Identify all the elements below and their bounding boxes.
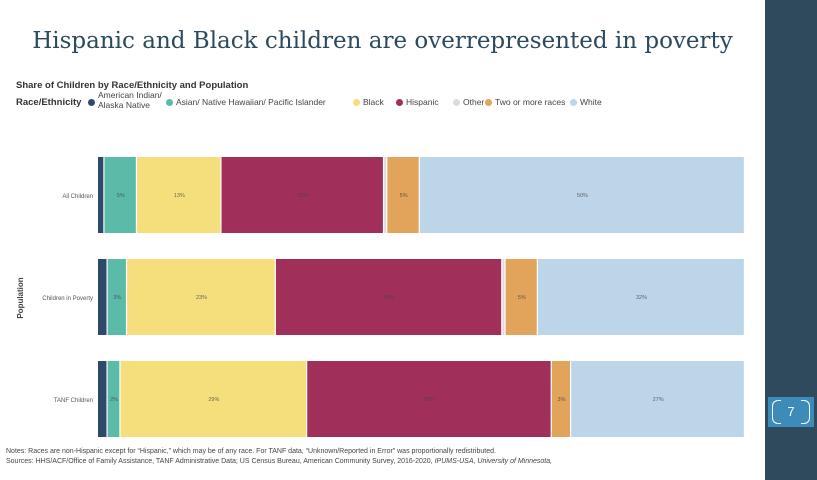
legend-item-two-or-more[interactable]: Two or more races: [485, 97, 565, 107]
bar-all-children-black[interactable]: [137, 157, 221, 233]
bar-children-in-poverty-other[interactable]: [502, 259, 505, 335]
bar-children-in-poverty-asian-native-hawaiian-pacific-islander[interactable]: [107, 259, 126, 335]
bar-tanf-children-black[interactable]: [120, 361, 307, 437]
legend-dot-white: [570, 99, 577, 107]
legend-label-white: White: [580, 97, 602, 107]
slide-title: Hispanic and Black children are overrepr…: [32, 28, 733, 54]
bar-tanf-children-white[interactable]: [571, 361, 744, 437]
legend-label-black: Black: [363, 97, 384, 107]
chart-title: Share of Children by Race/Ethnicity and …: [16, 80, 249, 91]
category-label-children-in-poverty: Children in Poverty: [42, 296, 93, 302]
bar-children-in-poverty-american-indian-alaska-native[interactable]: [98, 259, 107, 335]
legend-item-asian[interactable]: Asian/ Native Hawaiian/ Pacific Islander: [166, 97, 326, 107]
legend-label-other: Other: [463, 97, 485, 107]
notes-text: Notes: Races are non-Hispanic except for…: [6, 448, 496, 455]
bar-children-in-poverty-black[interactable]: [127, 259, 275, 335]
legend-item-black[interactable]: Black: [353, 97, 384, 107]
bar-all-children-other[interactable]: [384, 157, 387, 233]
bracket-left-icon: [772, 400, 781, 424]
data-label-children-in-poverty-asian-native-hawaiian-pacific-islander: 3%: [113, 295, 121, 301]
legend-item-other[interactable]: Other: [453, 97, 484, 107]
legend-label-two-or-more: Two or more races: [495, 97, 566, 107]
bar-all-children-white[interactable]: [419, 157, 744, 233]
legend-dot-hispanic: [396, 99, 403, 107]
bar-tanf-children-hispanic[interactable]: [307, 361, 551, 437]
data-label-children-in-poverty-two-or-more-races: 5%: [518, 295, 526, 301]
bar-all-children-asian-native-hawaiian-pacific-islander[interactable]: [104, 157, 136, 233]
stacked-bar-chart: Population All Children 5% 13% 25% 5% 50% Child…: [16, 157, 744, 437]
category-label-all-children: All Children: [62, 194, 93, 200]
legend-label-american-indian: American Indian/ Alaska Native: [98, 90, 162, 110]
bar-all-children-hispanic[interactable]: [221, 157, 383, 233]
data-label-children-in-poverty-hispanic: 35%: [384, 295, 395, 301]
legend-dot-two-or-more: [485, 99, 492, 107]
slide: Hispanic and Black children are overrepr…: [6, 28, 761, 467]
data-label-all-children-hispanic: 25%: [297, 193, 308, 199]
bar-tanf-children-two-or-more-races[interactable]: [551, 361, 570, 437]
sources-italic: IPUMS-USA, University of Minnesota,: [434, 458, 553, 465]
legend-label-asian: Asian/ Native Hawaiian/ Pacific Islander: [176, 97, 326, 107]
bar-tanf-children-asian-native-hawaiian-pacific-islander[interactable]: [107, 361, 120, 437]
bar-all-children-american-indian-alaska-native[interactable]: [98, 157, 104, 233]
bar-children-in-poverty-white[interactable]: [537, 259, 744, 335]
category-label-tanf-children: TANF Children: [54, 398, 93, 404]
data-label-children-in-poverty-white: 32%: [636, 295, 647, 301]
page-number-badge[interactable]: 7: [768, 397, 814, 427]
data-label-tanf-children-black: 29%: [208, 397, 219, 403]
sources-prefix: Sources: HHS/ACF/Office of Family Assist…: [6, 458, 433, 465]
legend-label-hispanic: Hispanic: [406, 97, 439, 107]
data-label-children-in-poverty-black: 23%: [196, 295, 207, 301]
bar-children-in-poverty-two-or-more-races[interactable]: [505, 259, 537, 335]
legend-dot-other: [453, 99, 460, 107]
data-label-all-children-white: 50%: [577, 193, 588, 199]
bar-children-in-poverty-hispanic[interactable]: [275, 259, 502, 335]
bar-all-children-two-or-more-races[interactable]: [387, 157, 419, 233]
bracket-right-icon: [801, 400, 810, 424]
legend-dot-asian: [166, 99, 173, 107]
sources-text: Sources: HHS/ACF/Office of Family Assist…: [6, 457, 761, 467]
page-number: 7: [787, 404, 795, 419]
data-label-tanf-children-two-or-more-races: 3%: [558, 397, 566, 403]
legend-dot-black: [353, 99, 360, 107]
data-label-tanf-children-asian-native-hawaiian-pacific-islander: 2%: [110, 397, 118, 403]
y-axis-label: Population: [16, 277, 25, 318]
data-label-all-children-two-or-more-races: 5%: [400, 193, 408, 199]
data-label-tanf-children-white: 27%: [653, 397, 664, 403]
data-label-tanf-children-hispanic: 38%: [424, 397, 435, 403]
legend-item-white[interactable]: White: [570, 97, 602, 107]
legend-item-hispanic[interactable]: Hispanic: [396, 97, 439, 107]
bar-tanf-children-american-indian-alaska-native[interactable]: [98, 361, 107, 437]
data-label-all-children-black: 13%: [174, 193, 185, 199]
legend-dot-american-indian: [88, 99, 95, 106]
data-label-all-children-asian-native-hawaiian-pacific-islander: 5%: [117, 193, 125, 199]
chart-notes: Notes: Races are non-Hispanic except for…: [6, 447, 761, 467]
legend-title: Race/Ethnicity: [16, 97, 82, 108]
